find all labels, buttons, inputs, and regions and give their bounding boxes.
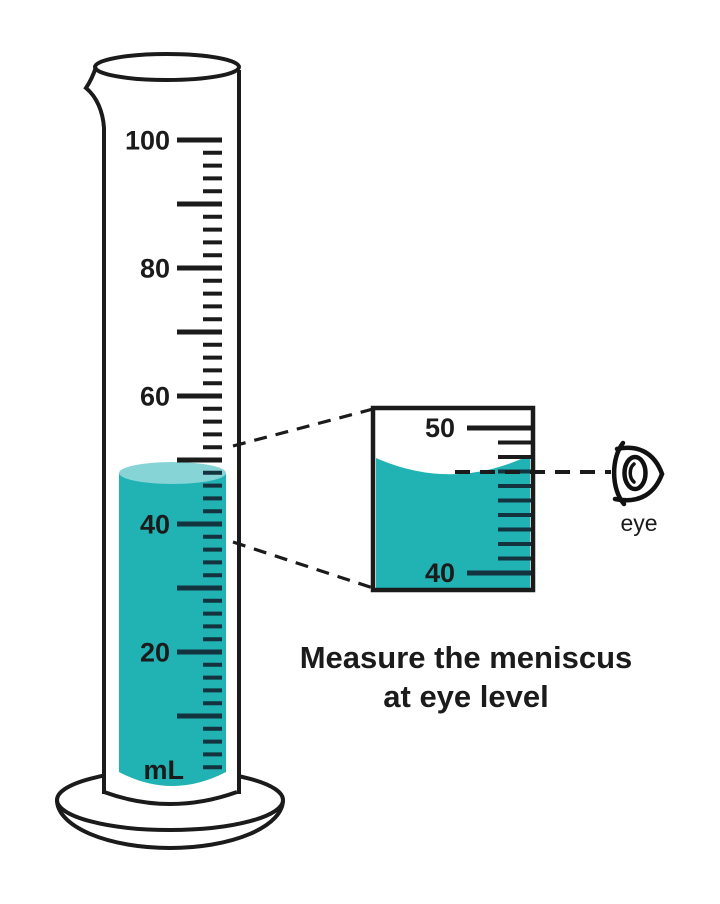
scale-label-100: 100 bbox=[125, 126, 170, 156]
unit-label-ml: mL bbox=[144, 755, 185, 785]
scale-label-40: 40 bbox=[140, 510, 170, 540]
connector-line-top bbox=[232, 407, 374, 448]
cylinder-mouth bbox=[93, 52, 241, 82]
eye-label: eye bbox=[620, 510, 657, 536]
inset-label-40: 40 bbox=[425, 558, 455, 588]
caption: Measure the meniscus at eye level bbox=[300, 640, 633, 714]
cylinder-scale-labels: 100 80 60 40 20 mL bbox=[125, 126, 184, 786]
scale-label-60: 60 bbox=[140, 382, 170, 412]
eye-icon bbox=[611, 440, 665, 507]
scale-label-80: 80 bbox=[140, 254, 170, 284]
cylinder-bottom bbox=[103, 790, 238, 806]
scale-label-20: 20 bbox=[140, 638, 170, 668]
caption-line-1: Measure the meniscus bbox=[300, 640, 633, 675]
eye-top-lid bbox=[614, 445, 665, 477]
eye-front-arc bbox=[611, 440, 627, 507]
eye-pupil bbox=[628, 462, 636, 484]
cylinder-left-wall-and-spout bbox=[83, 66, 106, 794]
inset-label-50: 50 bbox=[425, 413, 455, 443]
connector-line-bottom bbox=[232, 540, 374, 590]
cylinder-tick-marks bbox=[177, 137, 222, 770]
inset-tick-marks bbox=[467, 425, 531, 576]
inset-liquid bbox=[376, 455, 530, 588]
inset-border bbox=[370, 405, 536, 593]
liquid-column bbox=[119, 473, 226, 786]
caption-line-2: at eye level bbox=[383, 679, 548, 714]
eye-iris bbox=[622, 454, 648, 492]
liquid-surface bbox=[119, 462, 226, 484]
meniscus-inset: 50 40 bbox=[370, 405, 536, 593]
